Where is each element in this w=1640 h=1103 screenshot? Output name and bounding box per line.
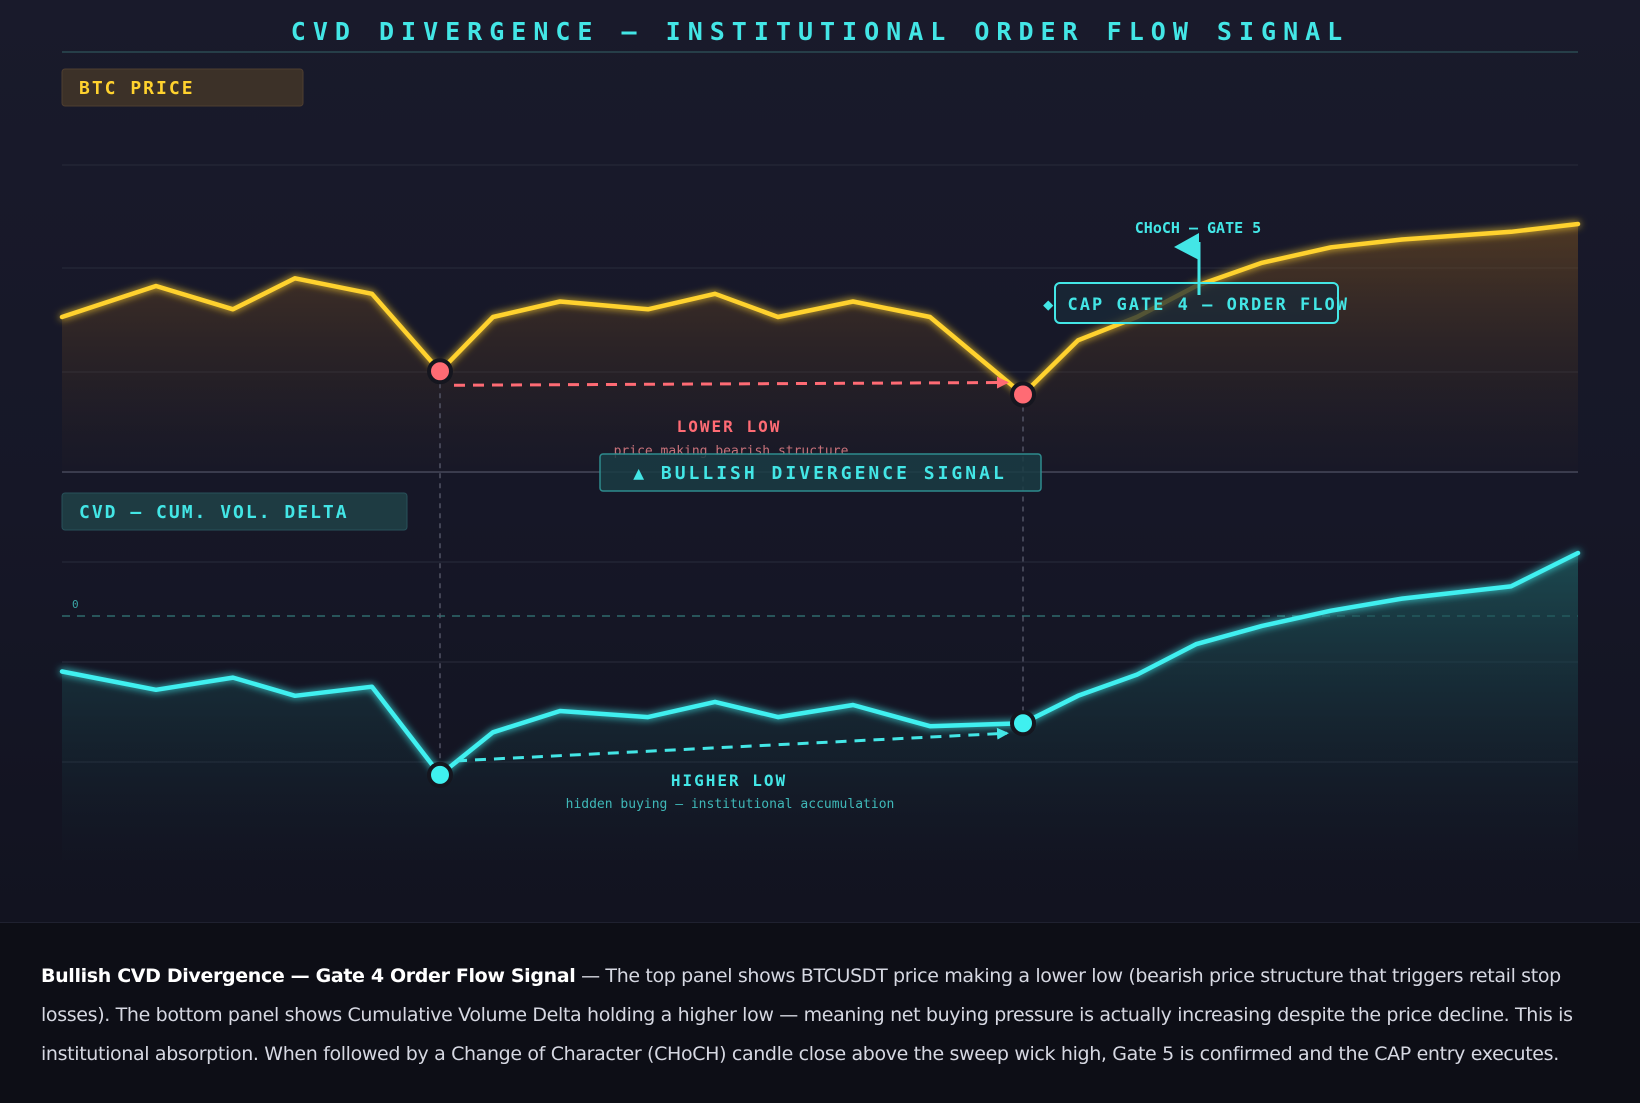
cap-gate-badge: ◆ CAP GATE 4 — ORDER FLOW <box>1043 282 1349 324</box>
lower-low-label: LOWER LOW <box>677 417 782 436</box>
caption-body: — The top panel shows BTCUSDT price maki… <box>41 965 1573 1065</box>
caption-panel: Bullish CVD Divergence — Gate 4 Order Fl… <box>0 922 1640 1103</box>
cap-gate-text: ◆ CAP GATE 4 — ORDER FLOW <box>1043 295 1349 315</box>
price-panel-label-text: BTC PRICE <box>79 78 195 99</box>
highlight-markers <box>427 358 1036 788</box>
choch-marker: CHoCH — GATE 5 <box>1135 219 1261 295</box>
price-lower-low-arrow <box>453 376 1009 389</box>
cvd-higher-low-arrow <box>455 727 1009 763</box>
higher-low-sublabel: hidden buying — institutional accumulati… <box>566 797 895 812</box>
price-area-fill <box>62 224 1578 472</box>
bullish-divergence-badge: ▲ BULLISH DIVERGENCE SIGNAL <box>599 453 1042 492</box>
price-panel-label: BTC PRICE <box>61 68 304 107</box>
cvd-low-marker-2 <box>1010 710 1036 737</box>
cvd-divergence-chart: CVD DIVERGENCE — INSTITUTIONAL ORDER FLO… <box>59 17 1581 860</box>
cvd-panel-label: CVD — CUM. VOL. DELTA <box>61 492 408 531</box>
cvd-area-fill <box>62 553 1578 860</box>
chart-caption: Bullish CVD Divergence — Gate 4 Order Fl… <box>41 957 1601 1074</box>
chart-area: CVD DIVERGENCE — INSTITUTIONAL ORDER FLO… <box>0 0 1640 922</box>
cvd-low-marker-1 <box>427 761 453 788</box>
cvd-zero-label: 0 <box>72 598 79 611</box>
choch-flag-icon <box>1174 233 1199 260</box>
cvd-series-line <box>59 550 1581 778</box>
chart-title: CVD DIVERGENCE — INSTITUTIONAL ORDER FLO… <box>291 17 1349 46</box>
choch-label: CHoCH — GATE 5 <box>1135 219 1261 237</box>
bullish-divergence-text: ▲ BULLISH DIVERGENCE SIGNAL <box>633 463 1007 484</box>
price-low-marker-1 <box>427 358 453 385</box>
price-series-line <box>59 221 1581 397</box>
higher-low-label: HIGHER LOW <box>671 771 787 790</box>
cvd-panel-label-text: CVD — CUM. VOL. DELTA <box>79 502 349 523</box>
caption-title: Bullish CVD Divergence — Gate 4 Order Fl… <box>41 965 576 987</box>
price-low-marker-2 <box>1010 381 1036 408</box>
